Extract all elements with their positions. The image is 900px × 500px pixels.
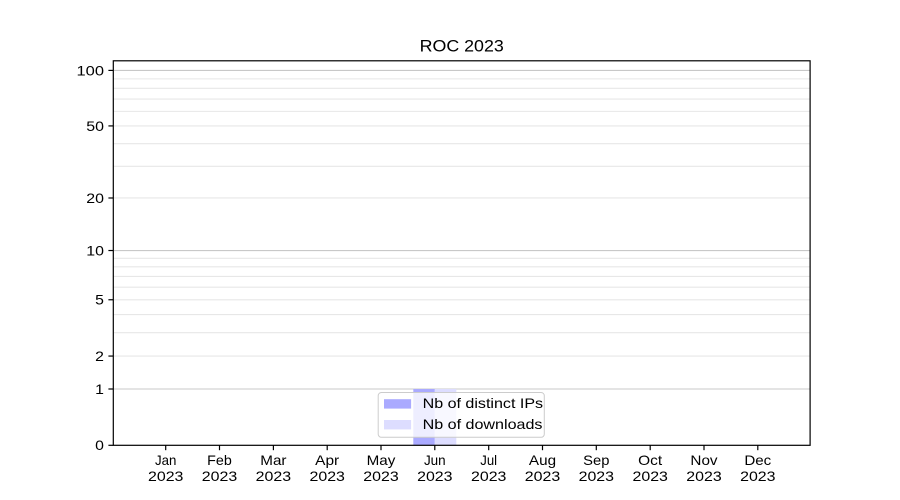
svg-text:2023: 2023 [256, 468, 292, 484]
svg-text:Nb of downloads: Nb of downloads [423, 416, 543, 432]
svg-text:ROC 2023: ROC 2023 [420, 36, 504, 55]
svg-text:2023: 2023 [740, 468, 776, 484]
svg-text:2023: 2023 [579, 468, 615, 484]
svg-text:2023: 2023 [417, 468, 453, 484]
svg-text:Aug: Aug [529, 452, 556, 468]
svg-text:2023: 2023 [148, 468, 184, 484]
svg-text:20: 20 [86, 190, 104, 206]
svg-text:2: 2 [95, 348, 104, 364]
svg-text:2023: 2023 [633, 468, 669, 484]
svg-text:5: 5 [95, 292, 104, 308]
svg-text:2023: 2023 [525, 468, 561, 484]
svg-text:2023: 2023 [471, 468, 507, 484]
svg-text:Oct: Oct [638, 452, 662, 468]
svg-text:2023: 2023 [202, 468, 238, 484]
svg-text:Jul: Jul [480, 452, 497, 468]
svg-text:Dec: Dec [744, 452, 771, 468]
svg-text:50: 50 [86, 118, 104, 134]
svg-text:2023: 2023 [310, 468, 346, 484]
svg-text:Nb of distinct IPs: Nb of distinct IPs [423, 395, 544, 411]
svg-text:0: 0 [95, 437, 104, 453]
svg-text:May: May [367, 452, 396, 468]
svg-text:Apr: Apr [315, 452, 339, 468]
svg-text:Nov: Nov [690, 452, 717, 468]
svg-text:Jun: Jun [424, 452, 446, 468]
svg-text:100: 100 [77, 62, 105, 78]
svg-text:Mar: Mar [260, 452, 287, 468]
svg-text:2023: 2023 [686, 468, 722, 484]
svg-text:Sep: Sep [583, 452, 609, 468]
svg-text:10: 10 [86, 242, 104, 258]
svg-text:Jan: Jan [155, 452, 176, 468]
svg-text:Feb: Feb [207, 452, 232, 468]
svg-text:1: 1 [95, 381, 104, 397]
svg-text:2023: 2023 [363, 468, 399, 484]
